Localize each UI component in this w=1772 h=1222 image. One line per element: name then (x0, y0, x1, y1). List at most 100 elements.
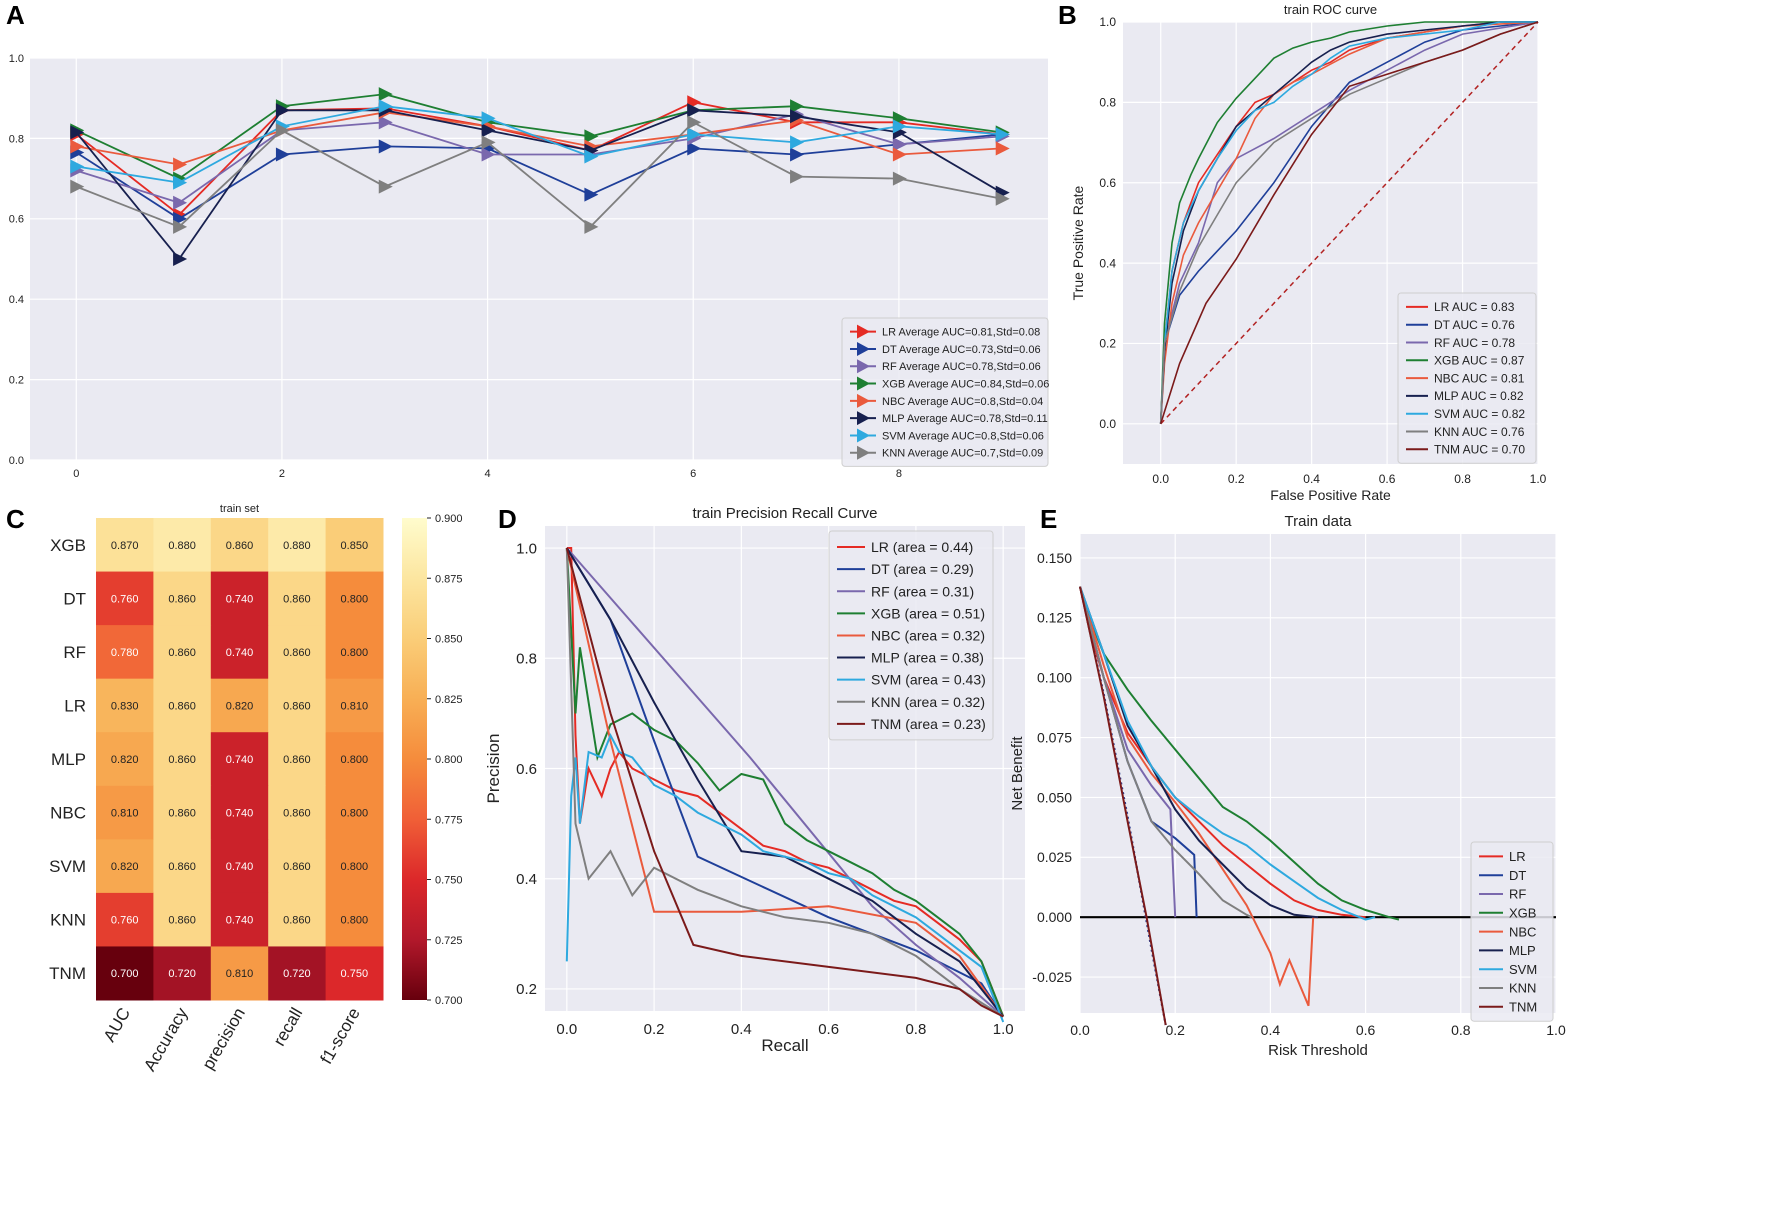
heatmap-cell (153, 732, 212, 787)
x-tick-label: 0.0 (556, 1021, 577, 1038)
legend-marker-svm (857, 428, 870, 443)
y-tick-label: 0.0 (1099, 417, 1116, 431)
heatmap-cell (268, 518, 327, 573)
legend-marker-nbc (857, 393, 870, 408)
row-label: KNN (50, 911, 86, 930)
series-line-svm (1159, 21, 1538, 424)
heatmap-cell (268, 678, 327, 733)
legend-label-nbc: NBC (area = 0.32) (871, 627, 985, 643)
x-tick-label: 0.8 (1451, 1022, 1471, 1038)
heatmap-cell (96, 892, 154, 947)
heatmap-cell (210, 839, 269, 894)
data-point (275, 123, 290, 138)
heatmap-cell (268, 892, 327, 947)
heatmap-cell (153, 839, 212, 894)
chance-line (1160, 21, 1539, 425)
y-tick-label: 0.8 (516, 651, 537, 668)
y-tick-label: -0.025 (1032, 969, 1072, 985)
heatmap-cell (325, 625, 384, 680)
series-line-dt (1159, 21, 1539, 424)
cell-value-label: 0.810 (111, 808, 139, 820)
legend-label-rf: RF Average AUC=0.78,Std=0.06 (882, 361, 1041, 373)
chart-title: train set (220, 503, 259, 515)
legend-label-dt: DT (area = 0.29) (871, 561, 974, 577)
row-label: SVM (49, 857, 86, 876)
legend-label-rf: RF (1509, 887, 1526, 902)
legend-label-knn: KNN (area = 0.32) (871, 694, 985, 710)
cell-value-label: 0.830 (111, 700, 139, 712)
x-tick-label: 0.4 (1303, 472, 1320, 486)
data-point (995, 127, 1010, 142)
column-label: recall (270, 1005, 307, 1050)
data-point (173, 252, 188, 266)
legend-marker-lr (857, 324, 870, 339)
series-line-mlp (75, 109, 1003, 261)
legend-marker-rf (857, 359, 870, 374)
data-point (275, 103, 290, 118)
heatmap-cell (96, 785, 154, 840)
legend-label-mlp: MLP AUC = 0.82 (1434, 389, 1524, 403)
series-line-knn (565, 547, 1004, 1018)
colorbar-tick-label: 0.725 (435, 935, 463, 947)
cell-value-label: 0.860 (168, 861, 196, 873)
x-tick-label: 0.6 (1379, 472, 1396, 486)
cell-value-label: 0.740 (226, 808, 254, 820)
x-tick-label: 0.2 (1165, 1022, 1185, 1038)
x-tick-label: 0.0 (1152, 472, 1169, 486)
x-tick-label: 0.6 (818, 1021, 839, 1038)
cell-value-label: 0.860 (283, 593, 311, 605)
cell-value-label: 0.780 (111, 647, 139, 659)
series-line-rf (76, 113, 1002, 204)
heatmap-cell (96, 732, 154, 787)
data-point (481, 111, 496, 126)
cell-value-label: 0.860 (283, 861, 311, 873)
data-point (584, 149, 599, 164)
column-label: AUC (100, 1005, 134, 1046)
y-tick-label: 1.0 (516, 540, 537, 557)
heatmap-cell (210, 518, 269, 573)
data-point (173, 219, 188, 234)
legend-label-lr: LR Average AUC=0.81,Std=0.08 (882, 327, 1040, 339)
legend-label-tnm: TNM (area = 0.23) (871, 716, 986, 732)
x-tick-label: 6 (690, 468, 696, 480)
cell-value-label: 0.860 (168, 700, 196, 712)
cell-value-label: 0.800 (341, 808, 369, 820)
data-point (995, 141, 1010, 156)
cell-value-label: 0.820 (111, 861, 139, 873)
x-tick-label: 1.0 (993, 1021, 1014, 1038)
colorbar (402, 518, 427, 1000)
y-tick-label: 0.025 (1037, 849, 1072, 865)
data-point (378, 139, 393, 154)
cell-value-label: 0.760 (111, 915, 139, 927)
cell-value-label: 0.800 (341, 647, 369, 659)
legend-label-xgb: XGB (area = 0.51) (871, 605, 985, 621)
series-line-dt (565, 547, 1005, 1018)
data-point (790, 135, 805, 150)
legend-label-dt: DT (1509, 868, 1526, 883)
column-label: Accuracy (140, 1004, 192, 1074)
cell-value-label: 0.860 (226, 540, 254, 552)
legend-label-lr: LR AUC = 0.83 (1434, 300, 1515, 314)
data-point (790, 99, 805, 114)
legend-box (1397, 292, 1537, 464)
x-tick-label: 0.8 (905, 1021, 926, 1038)
heatmap-cell (268, 839, 327, 894)
series-line-nbc (1079, 586, 1318, 1007)
data-point (790, 147, 805, 162)
y-tick-label: 1.0 (1099, 15, 1116, 29)
cell-value-label: 0.860 (283, 808, 311, 820)
data-point (378, 99, 393, 114)
heatmap-cell (96, 571, 154, 626)
y-tick-label: 1.0 (9, 53, 24, 65)
row-label: TNM (49, 964, 86, 983)
legend-label-lr: LR (area = 0.44) (871, 539, 973, 555)
data-point (70, 179, 85, 194)
heatmap-cell (268, 625, 327, 680)
cell-value-label: 0.880 (283, 540, 311, 552)
heatmap-cell (210, 625, 269, 680)
chart-title: Train data (1285, 513, 1353, 530)
y-axis-label: Precision (484, 734, 503, 804)
series-line-nbc (76, 111, 1002, 166)
data-point (173, 175, 188, 190)
panel-label: E (1040, 504, 1057, 534)
